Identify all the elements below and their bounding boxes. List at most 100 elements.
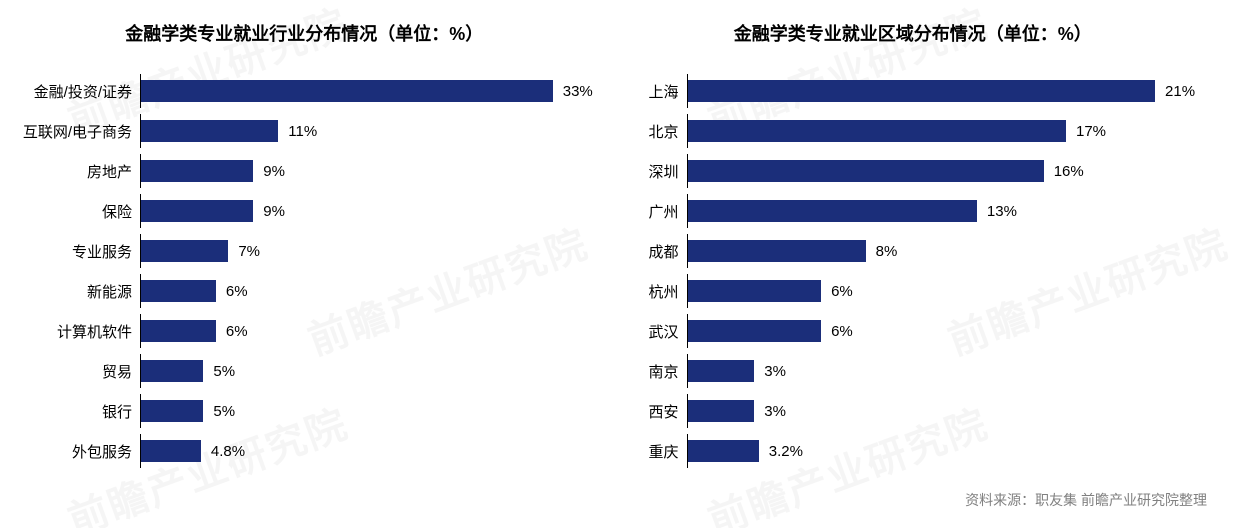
industry-row: 新能源 6% bbox=[10, 274, 599, 308]
industry-row: 房地产 9% bbox=[10, 154, 599, 188]
region-row: 西安3% bbox=[619, 394, 1208, 428]
region-track: 13% bbox=[687, 194, 1208, 228]
region-label: 北京 bbox=[619, 121, 687, 142]
region-bar bbox=[688, 80, 1156, 102]
region-track: 6% bbox=[687, 274, 1208, 308]
region-label: 重庆 bbox=[619, 441, 687, 462]
region-row: 重庆 3.2% bbox=[619, 434, 1208, 468]
region-value: 3.2% bbox=[769, 443, 803, 460]
industry-label: 保险 bbox=[10, 201, 140, 222]
region-row: 上海 21% bbox=[619, 74, 1208, 108]
industry-value: 7% bbox=[238, 243, 260, 260]
region-label: 上海 bbox=[619, 81, 687, 102]
industry-value: 6% bbox=[226, 283, 248, 300]
industry-track: 9% bbox=[140, 154, 599, 188]
region-track: 16% bbox=[687, 154, 1208, 188]
region-label: 深圳 bbox=[619, 161, 687, 182]
region-bar bbox=[688, 440, 759, 462]
region-track: 3% bbox=[687, 394, 1208, 428]
industry-track: 7% bbox=[140, 234, 599, 268]
industry-label: 金融/投资/证券 bbox=[10, 81, 140, 102]
region-label: 西安 bbox=[619, 401, 687, 422]
region-label: 成都 bbox=[619, 241, 687, 262]
region-row: 杭州 6% bbox=[619, 274, 1208, 308]
region-label: 武汉 bbox=[619, 321, 687, 342]
region-bar bbox=[688, 200, 977, 222]
region-track: 3% bbox=[687, 354, 1208, 388]
region-bar bbox=[688, 360, 755, 382]
industry-bar bbox=[141, 80, 553, 102]
industry-value: 6% bbox=[226, 323, 248, 340]
industry-row: 金融/投资/证券 33% bbox=[10, 74, 599, 108]
industry-value: 11% bbox=[288, 123, 317, 140]
industry-row: 外包服务 4.8% bbox=[10, 434, 599, 468]
region-value: 13% bbox=[987, 203, 1017, 220]
industry-track: 33% bbox=[140, 74, 599, 108]
industry-track: 11% bbox=[140, 114, 599, 148]
industry-label: 专业服务 bbox=[10, 241, 140, 262]
industry-row: 银行5% bbox=[10, 394, 599, 428]
region-bar bbox=[688, 320, 822, 342]
region-track: 3.2% bbox=[687, 434, 1208, 468]
industry-value: 9% bbox=[263, 203, 285, 220]
region-value: 21% bbox=[1165, 83, 1195, 100]
region-track: 8% bbox=[687, 234, 1208, 268]
region-bar bbox=[688, 120, 1066, 142]
industry-label: 银行 bbox=[10, 401, 140, 422]
region-label: 南京 bbox=[619, 361, 687, 382]
region-row: 北京 17% bbox=[619, 114, 1208, 148]
region-bar bbox=[688, 160, 1044, 182]
region-row: 深圳 16% bbox=[619, 154, 1208, 188]
region-value: 3% bbox=[764, 363, 786, 380]
industry-label: 互联网/电子商务 bbox=[10, 121, 140, 142]
industry-bar bbox=[141, 320, 216, 342]
industry-label: 房地产 bbox=[10, 161, 140, 182]
region-value: 16% bbox=[1054, 163, 1084, 180]
region-value: 6% bbox=[831, 323, 853, 340]
region-bar bbox=[688, 280, 822, 302]
industry-track: 5% bbox=[140, 394, 599, 428]
industry-track: 5% bbox=[140, 354, 599, 388]
industry-bar bbox=[141, 120, 278, 142]
industry-bar bbox=[141, 160, 253, 182]
region-value: 17% bbox=[1076, 123, 1106, 140]
industry-row: 专业服务 7% bbox=[10, 234, 599, 268]
industry-bar bbox=[141, 360, 203, 382]
industry-row: 计算机软件6% bbox=[10, 314, 599, 348]
region-label: 杭州 bbox=[619, 281, 687, 302]
industry-label: 外包服务 bbox=[10, 441, 140, 462]
industry-value: 9% bbox=[263, 163, 285, 180]
industry-track: 9% bbox=[140, 194, 599, 228]
region-bar bbox=[688, 240, 866, 262]
industry-bar bbox=[141, 280, 216, 302]
industry-bar bbox=[141, 440, 201, 462]
charts-container: 金融学类专业就业行业分布情况（单位：%） 金融/投资/证券 33% 互联网/电子商务… bbox=[0, 0, 1237, 474]
industry-bar bbox=[141, 400, 203, 422]
industry-bars: 金融/投资/证券 33% 互联网/电子商务 11% 房地产 9% 保险 9% 专业服务 7% 新能源… bbox=[10, 74, 599, 474]
industry-label: 贸易 bbox=[10, 361, 140, 382]
industry-bar bbox=[141, 240, 228, 262]
industry-chart-title: 金融学类专业就业行业分布情况（单位：%） bbox=[10, 20, 599, 46]
industry-value: 4.8% bbox=[211, 443, 245, 460]
industry-label: 新能源 bbox=[10, 281, 140, 302]
industry-row: 互联网/电子商务 11% bbox=[10, 114, 599, 148]
industry-row: 保险 9% bbox=[10, 194, 599, 228]
region-track: 21% bbox=[687, 74, 1208, 108]
region-chart: 金融学类专业就业区域分布情况（单位：%） 上海 21% 北京 17% 深圳 16% 广州13… bbox=[609, 20, 1218, 474]
industry-track: 6% bbox=[140, 314, 599, 348]
industry-value: 5% bbox=[213, 363, 235, 380]
region-row: 成都 8% bbox=[619, 234, 1208, 268]
region-value: 8% bbox=[876, 243, 898, 260]
region-chart-title: 金融学类专业就业区域分布情况（单位：%） bbox=[619, 20, 1208, 46]
region-value: 6% bbox=[831, 283, 853, 300]
industry-value: 33% bbox=[563, 83, 593, 100]
region-row: 南京 3% bbox=[619, 354, 1208, 388]
industry-track: 4.8% bbox=[140, 434, 599, 468]
industry-track: 6% bbox=[140, 274, 599, 308]
industry-chart: 金融学类专业就业行业分布情况（单位：%） 金融/投资/证券 33% 互联网/电子商务… bbox=[0, 20, 609, 474]
industry-bar bbox=[141, 200, 253, 222]
region-track: 6% bbox=[687, 314, 1208, 348]
region-bar bbox=[688, 400, 755, 422]
industry-row: 贸易 5% bbox=[10, 354, 599, 388]
region-row: 广州13% bbox=[619, 194, 1208, 228]
